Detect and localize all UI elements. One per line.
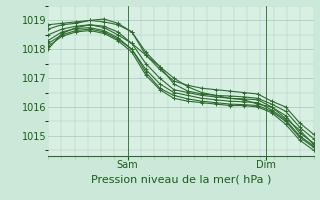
X-axis label: Pression niveau de la mer( hPa ): Pression niveau de la mer( hPa ) bbox=[91, 174, 271, 184]
